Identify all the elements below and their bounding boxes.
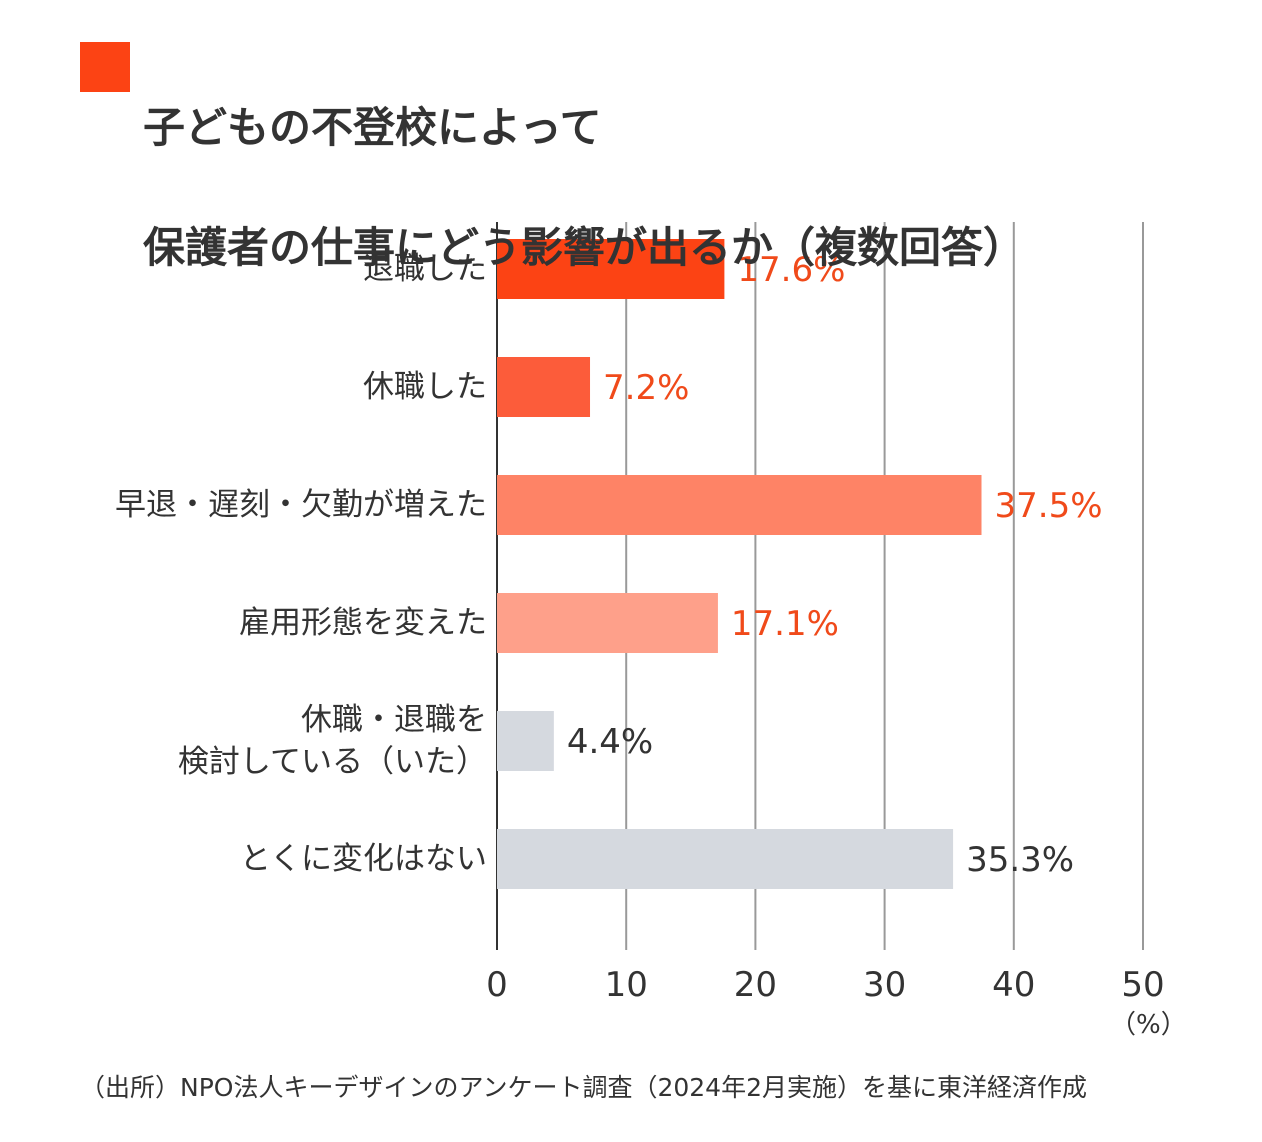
x-tick-label: 0 [486,965,508,1005]
x-unit: （%） [1110,1010,1187,1040]
value-label: 37.5% [995,486,1103,526]
y-tick-label: 退職した [363,251,487,287]
x-tick-label: 10 [605,965,648,1005]
title-marker [80,42,130,92]
value-label: 17.6% [737,250,845,290]
value-label: 35.3% [966,840,1074,880]
y-tick-label: 休職した [363,369,487,405]
x-tick-label: 30 [863,965,906,1005]
value-label: 7.2% [603,368,689,408]
chart-title: 子どもの不登校によって 保護者の仕事にどう影響が出るか（複数回答） [143,38,1025,338]
bar [497,475,982,535]
y-tick-label: 早退・遅刻・欠勤が増えた [115,487,487,523]
bar [497,357,591,417]
title-line: 子どもの不登校によって [143,103,602,152]
source-note: （出所）NPO法人キーデザインのアンケート調査（2024年2月実施）を基に東洋経… [80,1073,1087,1102]
y-tick-label: とくに変化はない [239,841,487,877]
bar [497,239,725,299]
x-tick-label: 50 [1121,965,1164,1005]
value-label: 17.1% [731,604,839,644]
y-tick-label: 雇用形態を変えた [239,605,487,641]
title-line: 保護者の仕事にどう影響が出るか（複数回答） [143,223,1026,272]
y-tick-label: 休職・退職を 検討している（いた） [177,702,487,780]
value-label: 4.4% [567,722,653,762]
x-tick-label: 40 [992,965,1035,1005]
bar [497,829,954,889]
bar [497,711,554,771]
x-tick-label: 20 [734,965,777,1005]
bar [497,593,718,653]
